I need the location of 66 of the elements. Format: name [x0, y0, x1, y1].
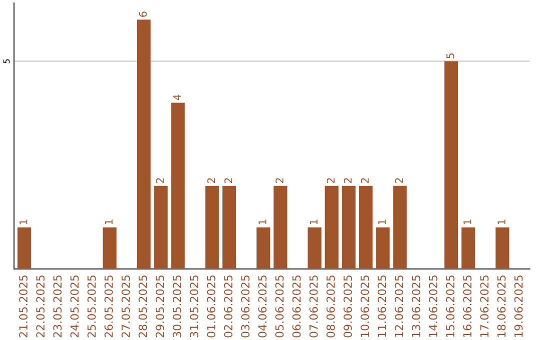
- data-label: 4: [173, 94, 181, 100]
- x-tick-label: 30.05.2025: [172, 275, 182, 338]
- x-tick-label: 22.05.2025: [36, 275, 45, 338]
- x-tick-label: 19.06.2025: [514, 275, 523, 337]
- x-tick-label: 26.05.2025: [104, 275, 113, 338]
- data-label: 1: [310, 220, 318, 224]
- x-tick-label: 05.06.2025: [275, 275, 284, 338]
- data-label: 2: [326, 178, 335, 184]
- data-label: 1: [378, 220, 386, 224]
- x-tick-label: 28.05.2025: [138, 275, 148, 338]
- data-label: 2: [276, 178, 284, 184]
- x-tick-label: 04.06.2025: [258, 275, 267, 338]
- x-tick-label: 07.06.2025: [309, 275, 318, 338]
- data-label: 2: [344, 178, 352, 184]
- x-tick-label: 02.06.2025: [224, 275, 232, 338]
- data-label: 1: [464, 220, 472, 224]
- bar: [376, 227, 390, 269]
- x-tick-label: 10.06.2025: [360, 275, 370, 337]
- x-tick-label: 29.05.2025: [156, 275, 164, 338]
- x-tick-label: 21.05.2025: [19, 275, 28, 338]
- x-tick-label: 18.06.2025: [497, 275, 506, 337]
- bar: [461, 227, 476, 269]
- x-tick-label: 01.06.2025: [206, 275, 216, 338]
- data-label: 2: [224, 178, 232, 184]
- bar: [17, 227, 32, 269]
- bar: [171, 102, 185, 269]
- bar: [324, 186, 338, 269]
- bar: [342, 186, 356, 269]
- x-tick-label: 16.06.2025: [463, 275, 472, 337]
- data-label: 1: [20, 220, 28, 224]
- x-tick-label: 23.05.2025: [53, 275, 62, 338]
- bar: [358, 186, 373, 269]
- bar: [102, 227, 116, 269]
- bar: [256, 227, 270, 269]
- data-label: 1: [104, 220, 113, 224]
- bar: [274, 186, 288, 269]
- data-label: 2: [395, 178, 403, 184]
- data-label: 2: [156, 178, 164, 184]
- x-tick-label: 09.06.2025: [344, 275, 352, 338]
- x-tick-label: 03.06.2025: [241, 275, 250, 338]
- x-tick-label: 12.06.2025: [394, 275, 404, 337]
- x-tick-label: 27.05.2025: [122, 275, 130, 338]
- bar: [393, 186, 407, 269]
- x-tick-label: 24.05.2025: [70, 275, 79, 338]
- x-tick-label: 15.06.2025: [446, 275, 454, 337]
- data-label: 1: [498, 220, 506, 224]
- x-tick-label: 14.06.2025: [428, 275, 438, 337]
- x-tick-label: 17.06.2025: [480, 275, 489, 337]
- x-tick-label: 11.06.2025: [378, 275, 386, 337]
- data-label: 6: [138, 12, 147, 17]
- x-tick-label: 31.05.2025: [190, 275, 198, 338]
- data-label: 1: [258, 220, 266, 224]
- x-tick-label: 25.05.2025: [87, 275, 96, 338]
- bar: [496, 227, 510, 269]
- x-tick-label: 06.06.2025: [292, 275, 301, 338]
- x-tick-label: 13.06.2025: [412, 275, 420, 337]
- bar: [136, 20, 151, 269]
- bar: [444, 61, 458, 269]
- data-label: 2: [360, 178, 369, 184]
- bar: [308, 227, 322, 269]
- data-label: 2: [207, 178, 215, 184]
- bar: [222, 186, 236, 269]
- bar: [205, 186, 219, 269]
- bar: [154, 186, 168, 269]
- x-tick-label: 08.06.2025: [326, 275, 335, 338]
- data-label: 5: [446, 53, 454, 58]
